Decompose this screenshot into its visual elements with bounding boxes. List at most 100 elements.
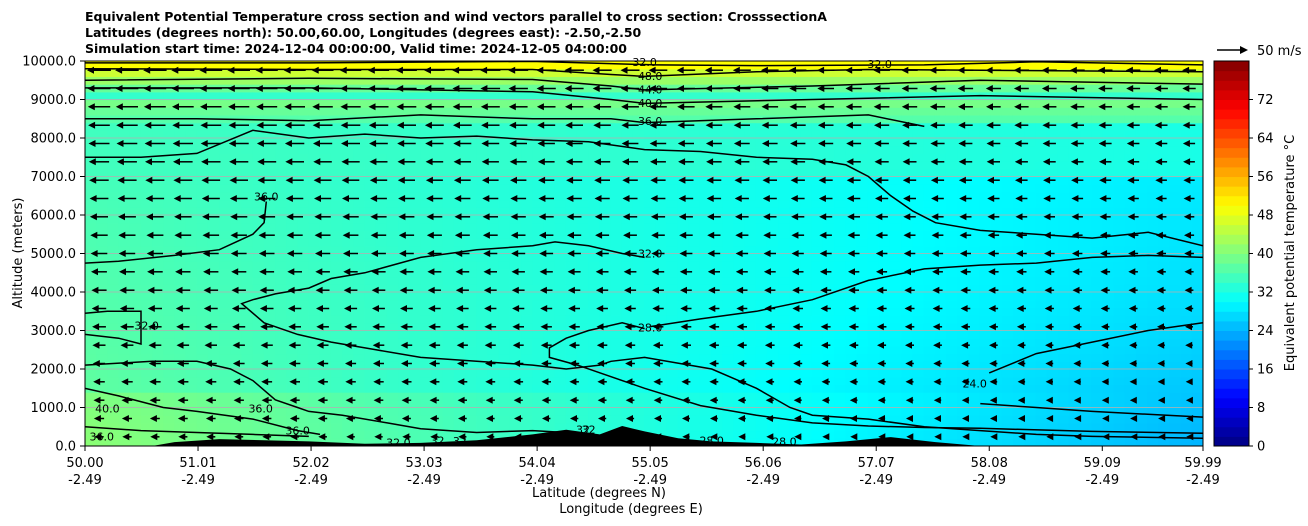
field-cell	[655, 222, 667, 231]
field-cell	[409, 438, 421, 446]
field-cell	[521, 238, 533, 247]
field-cell	[330, 138, 343, 147]
field-cell	[901, 315, 913, 324]
field-cell	[364, 161, 377, 170]
field-cell	[934, 361, 947, 370]
field-cell	[1012, 376, 1025, 385]
field-cell	[811, 376, 824, 385]
field-cell	[711, 76, 723, 85]
field-cell	[509, 292, 522, 301]
field-cell	[576, 107, 589, 116]
field-cell	[856, 91, 869, 101]
field-cell	[655, 376, 667, 385]
field-cell	[901, 384, 913, 393]
field-cell	[297, 207, 310, 216]
field-cell	[979, 245, 992, 255]
field-cell	[878, 245, 891, 255]
field-cell	[688, 215, 701, 224]
field-cell	[744, 245, 757, 255]
field-cell	[330, 99, 343, 108]
field-cell	[1012, 145, 1025, 154]
field-cell	[945, 384, 958, 393]
field-cell	[465, 176, 477, 185]
field-cell	[1091, 276, 1103, 285]
field-cell	[811, 84, 824, 93]
field-cell	[431, 253, 444, 262]
field-cell	[901, 199, 913, 208]
field-cell	[666, 99, 679, 108]
field-cell	[1158, 330, 1171, 339]
field-cell	[699, 122, 712, 131]
field-cell	[252, 369, 265, 378]
field-cell	[599, 153, 612, 162]
field-cell	[152, 284, 164, 293]
field-cell	[196, 261, 209, 270]
field-cell	[968, 430, 980, 439]
field-cell	[1080, 261, 1092, 270]
field-cell	[878, 161, 891, 170]
field-cell	[353, 422, 366, 432]
field-cell	[934, 338, 947, 347]
field-cell	[398, 392, 410, 401]
field-cell	[207, 199, 220, 208]
field-cell	[275, 253, 287, 262]
field-cell	[532, 222, 544, 231]
field-cell	[230, 315, 243, 324]
field-cell	[409, 130, 421, 139]
field-cell	[219, 338, 231, 347]
field-cell	[901, 184, 913, 193]
field-cell	[957, 161, 969, 170]
field-cell	[1169, 114, 1182, 124]
field-cell	[476, 330, 489, 339]
field-cell	[230, 299, 243, 308]
field-cell	[1035, 384, 1048, 393]
field-cell	[957, 215, 969, 224]
field-cell	[554, 307, 567, 316]
field-cell	[498, 122, 511, 131]
field-cell	[409, 61, 421, 70]
field-cell	[610, 261, 623, 270]
field-cell	[565, 107, 578, 116]
field-cell	[196, 369, 209, 378]
field-cell	[364, 215, 377, 224]
field-cell	[521, 369, 533, 378]
field-cell	[297, 230, 310, 239]
field-cell	[185, 376, 198, 385]
field-cell	[140, 299, 153, 308]
field-cell	[1191, 330, 1203, 339]
field-cell	[230, 76, 243, 85]
field-cell	[889, 299, 902, 308]
field-cell	[297, 138, 310, 147]
field-cell	[286, 161, 299, 170]
field-cell	[487, 130, 500, 139]
field-cell	[476, 191, 489, 201]
field-cell	[599, 122, 612, 131]
field-cell	[118, 438, 131, 446]
field-cell	[644, 315, 656, 324]
field-cell	[409, 353, 421, 362]
field-cell	[800, 415, 813, 424]
field-cell	[364, 330, 377, 339]
field-cell	[275, 138, 287, 147]
field-cell	[878, 330, 891, 339]
field-cell	[889, 99, 902, 108]
field-cell	[1091, 384, 1103, 393]
field-cell	[375, 407, 388, 416]
field-cell	[554, 161, 567, 170]
field-cell	[442, 369, 455, 378]
field-cell	[766, 399, 779, 409]
field-cell	[912, 399, 925, 409]
field-cell	[409, 76, 421, 85]
field-cell	[1147, 161, 1159, 170]
field-cell	[722, 138, 735, 147]
field-cell	[1135, 161, 1148, 170]
field-cell	[1113, 422, 1126, 432]
field-cell	[1124, 145, 1137, 154]
field-cell	[185, 199, 198, 208]
field-cell	[845, 245, 858, 255]
field-cell	[968, 268, 980, 278]
field-cell	[107, 122, 120, 131]
field-cell	[219, 345, 231, 355]
field-cell	[800, 322, 813, 332]
field-cell	[867, 84, 880, 93]
